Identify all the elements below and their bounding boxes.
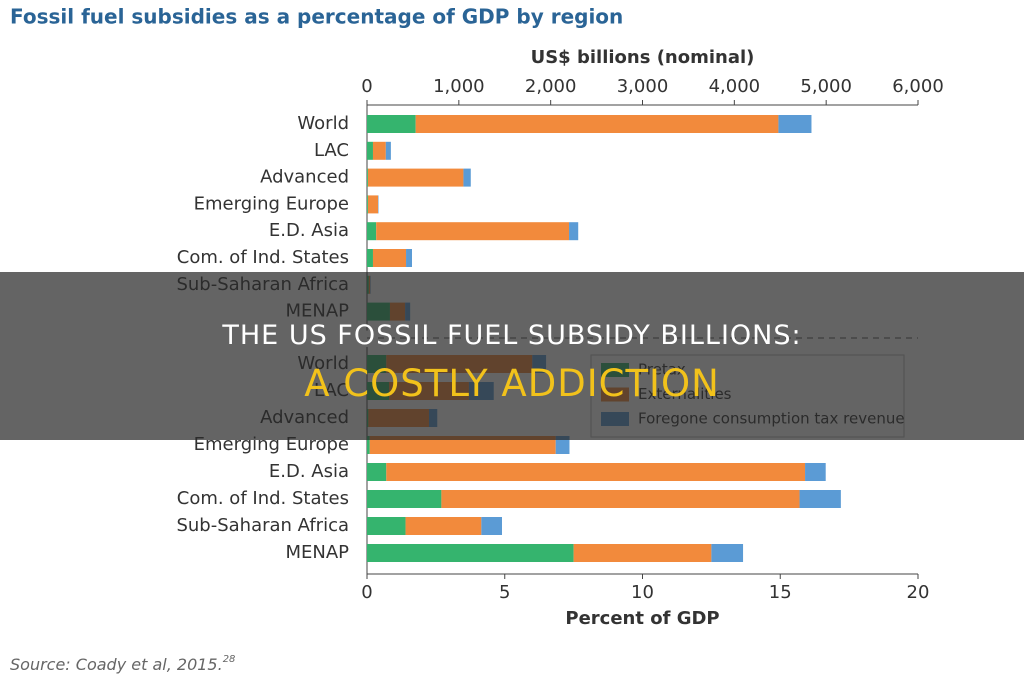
bar-segment bbox=[481, 517, 502, 535]
bar-segment bbox=[367, 115, 416, 133]
source-note: 28 bbox=[223, 654, 236, 665]
bar-segment bbox=[778, 115, 812, 133]
bar-segment bbox=[386, 463, 806, 481]
chart-title: Fossil fuel subsidies as a percentage of… bbox=[10, 5, 623, 29]
bar-segment bbox=[805, 463, 826, 481]
bar-segment bbox=[367, 168, 464, 187]
x-tick-label: 2,000 bbox=[525, 76, 577, 97]
banner: THE US FOSSIL FUEL SUBSIDY BILLIONS: A C… bbox=[0, 272, 1024, 440]
bar-segment bbox=[415, 115, 779, 133]
bar-segment bbox=[406, 249, 412, 267]
bar-segment bbox=[367, 249, 373, 267]
bar-segment bbox=[441, 490, 800, 508]
x-tick-label: 6,000 bbox=[892, 76, 944, 97]
x-tick-label: 1,000 bbox=[433, 76, 485, 97]
source: Source: Coady et al, 2015.28 bbox=[10, 654, 235, 674]
bar-segment bbox=[569, 222, 579, 241]
bar-segment bbox=[573, 544, 712, 562]
banner-subtitle: A COSTLY ADDICTION bbox=[304, 362, 720, 405]
x-tick-label: 4,000 bbox=[709, 76, 761, 97]
x-tick-label: 20 bbox=[907, 582, 930, 603]
y-tick-label: Emerging Europe bbox=[194, 193, 349, 214]
y-tick-label: E.D. Asia bbox=[269, 461, 349, 482]
bar-segment bbox=[405, 517, 482, 535]
y-tick-label: Sub-Saharan Africa bbox=[176, 515, 349, 536]
y-tick-label: Com. of Ind. States bbox=[177, 488, 349, 509]
x-tick-label: 0 bbox=[361, 582, 372, 603]
bar-segment bbox=[367, 195, 368, 214]
x-tick-label: 5,000 bbox=[800, 76, 852, 97]
banner-title: THE US FOSSIL FUEL SUBSIDY BILLIONS: bbox=[222, 320, 802, 351]
bar-segment bbox=[367, 222, 377, 241]
bar-segment bbox=[369, 436, 556, 454]
bar-segment bbox=[799, 490, 841, 508]
bar-segment bbox=[711, 544, 744, 562]
bar-segment bbox=[367, 544, 574, 562]
bar-segment bbox=[372, 141, 386, 160]
bar-segment bbox=[376, 222, 570, 241]
y-tick-label: World bbox=[297, 113, 349, 134]
y-tick-label: Advanced bbox=[260, 167, 349, 188]
x-tick-label: 3,000 bbox=[617, 76, 669, 97]
bar-segment bbox=[367, 436, 370, 454]
x-tick-label: 10 bbox=[631, 582, 654, 603]
bar-segment bbox=[555, 436, 570, 454]
bar-segment bbox=[367, 490, 442, 508]
y-tick-label: E.D. Asia bbox=[269, 220, 349, 241]
bar-segment bbox=[367, 517, 406, 535]
y-tick-label: Com. of Ind. States bbox=[177, 247, 349, 268]
bar-segment bbox=[463, 168, 471, 187]
bar-segment bbox=[385, 141, 391, 160]
source-text: Source: Coady et al, 2015. bbox=[10, 655, 223, 674]
x-tick-label: 0 bbox=[361, 76, 372, 97]
x-axis-label: US$ billions (nominal) bbox=[531, 47, 755, 68]
bar-segment bbox=[372, 249, 407, 267]
y-tick-label: MENAP bbox=[285, 542, 349, 563]
x-axis-label: Percent of GDP bbox=[565, 608, 719, 629]
bar-segment bbox=[367, 195, 379, 214]
y-tick-label: LAC bbox=[314, 140, 349, 161]
bar-segment bbox=[367, 141, 373, 160]
x-tick-label: 5 bbox=[499, 582, 510, 603]
bar-segment bbox=[367, 168, 368, 187]
x-tick-label: 15 bbox=[769, 582, 792, 603]
bar-segment bbox=[367, 463, 387, 481]
